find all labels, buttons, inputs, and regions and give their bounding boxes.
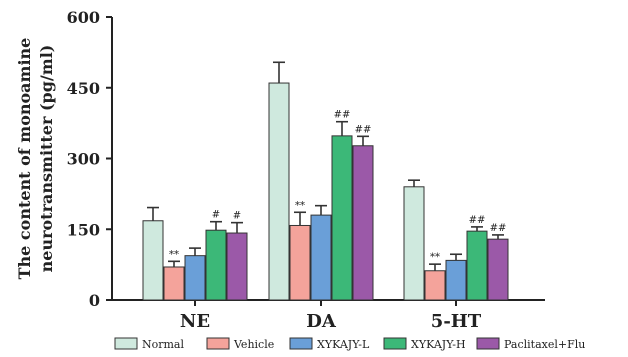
legend-swatch — [383, 337, 407, 350]
y-tick-label: 300 — [67, 150, 100, 169]
bar-paclitaxel-flu-ne — [226, 232, 248, 301]
bar-normal-5-ht — [403, 186, 425, 301]
y-tick-label: 0 — [89, 291, 100, 310]
legend-label: Paclitaxel+Flu — [504, 338, 585, 351]
bar-normal-ne — [142, 220, 164, 301]
legend-swatch — [114, 337, 138, 350]
axes: 0 150 300 450 600 NE DA 5-HT — [67, 8, 545, 332]
significance-annotation: ## — [334, 110, 351, 121]
y-tick-label: 450 — [67, 79, 100, 98]
x-tick-label: NE — [180, 311, 210, 332]
significance-annotation: ** — [169, 249, 179, 260]
x-tick-label: 5-HT — [431, 311, 482, 332]
y-axis-label: The content of monoamine neurotransmitter… — [15, 38, 56, 280]
legend-label: XYKAJY-L — [317, 338, 370, 351]
y-tick-label: 600 — [67, 8, 100, 27]
legend-label: Vehicle — [233, 338, 274, 351]
bar-vehicle-da — [289, 224, 311, 301]
significance-annotation: # — [212, 210, 220, 221]
bar-xykajy-l-ne — [184, 255, 206, 301]
significance-annotation: ## — [469, 215, 486, 226]
bars: **# #**####**#### — [142, 61, 509, 301]
bar-xykajy-l-5-ht — [445, 259, 467, 301]
significance-annotation: ** — [430, 252, 440, 263]
y-axis-label-line-1: The content of monoamine — [15, 38, 34, 280]
legend: Normal Vehicle XYKAJY-L XYKAJY-H Paclitaxel+… — [114, 337, 585, 351]
significance-annotation: ** — [295, 200, 305, 211]
legend-label: Normal — [142, 338, 184, 351]
significance-annotation: ## — [355, 124, 372, 135]
bar-xykajy-h-da — [331, 135, 353, 301]
bar-paclitaxel-flu-5-ht — [487, 238, 509, 301]
bar-paclitaxel-flu-da — [352, 145, 374, 301]
significance-annotation: ## — [490, 223, 507, 234]
bar-vehicle-5-ht — [424, 270, 446, 301]
legend-swatch — [289, 337, 313, 350]
bar-normal-da — [268, 82, 290, 301]
bar-vehicle-ne — [163, 266, 185, 301]
bar-xykajy-h-5-ht — [466, 230, 488, 301]
significance-annotation: # — [233, 211, 241, 222]
y-tick-label: 150 — [67, 220, 100, 239]
legend-swatch — [206, 337, 230, 350]
legend-swatch — [476, 337, 500, 350]
bar-xykajy-l-da — [310, 214, 332, 301]
legend-label: XYKAJY-H — [411, 338, 466, 351]
x-tick-label: DA — [306, 311, 337, 332]
y-axis-label-line-2: neurotransmitter (pg/ml) — [37, 45, 56, 273]
bar-xykajy-h-ne — [205, 229, 227, 301]
